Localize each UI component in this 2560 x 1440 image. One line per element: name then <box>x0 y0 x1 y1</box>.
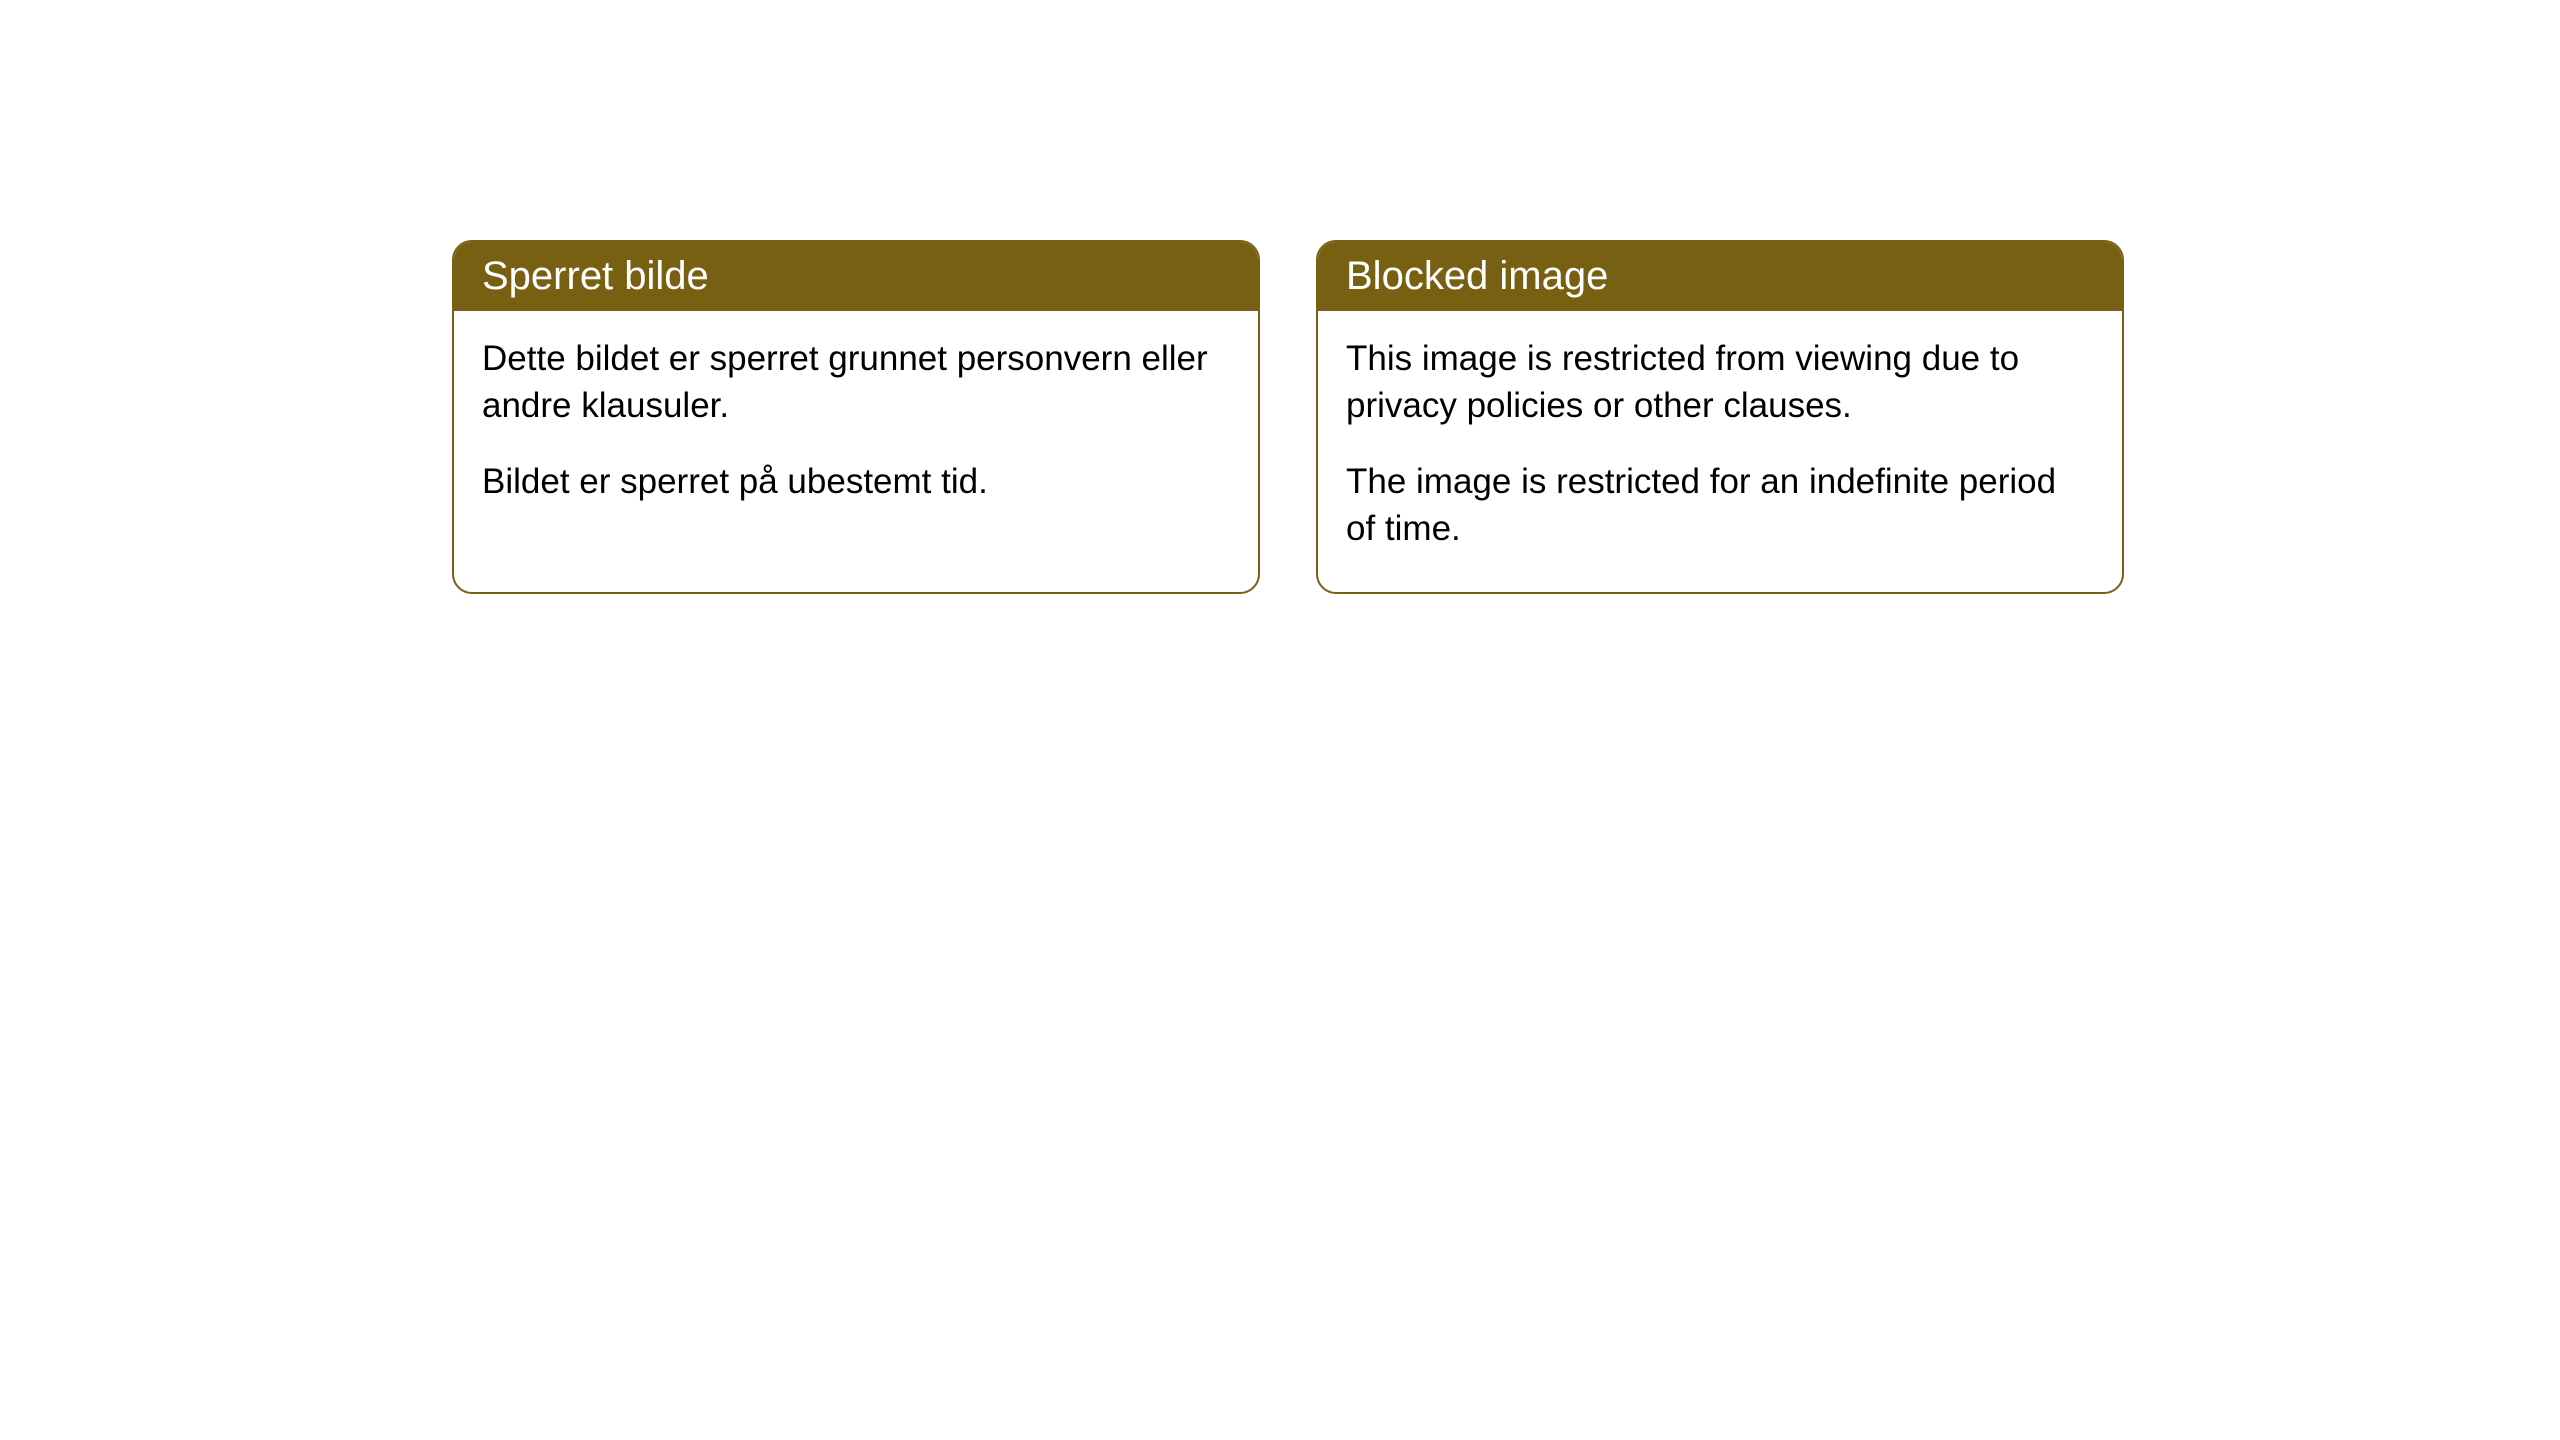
card-header-english: Blocked image <box>1318 242 2122 311</box>
card-english: Blocked image This image is restricted f… <box>1316 240 2124 594</box>
card-header-norwegian: Sperret bilde <box>454 242 1258 311</box>
card-body-english: This image is restricted from viewing du… <box>1318 311 2122 592</box>
card-paragraph: This image is restricted from viewing du… <box>1346 335 2094 430</box>
card-title: Sperret bilde <box>482 254 709 298</box>
card-title: Blocked image <box>1346 254 1608 298</box>
card-norwegian: Sperret bilde Dette bildet er sperret gr… <box>452 240 1260 594</box>
card-body-norwegian: Dette bildet er sperret grunnet personve… <box>454 311 1258 545</box>
cards-container: Sperret bilde Dette bildet er sperret gr… <box>452 240 2124 594</box>
card-paragraph: The image is restricted for an indefinit… <box>1346 458 2094 553</box>
card-paragraph: Dette bildet er sperret grunnet personve… <box>482 335 1230 430</box>
card-paragraph: Bildet er sperret på ubestemt tid. <box>482 458 1230 505</box>
